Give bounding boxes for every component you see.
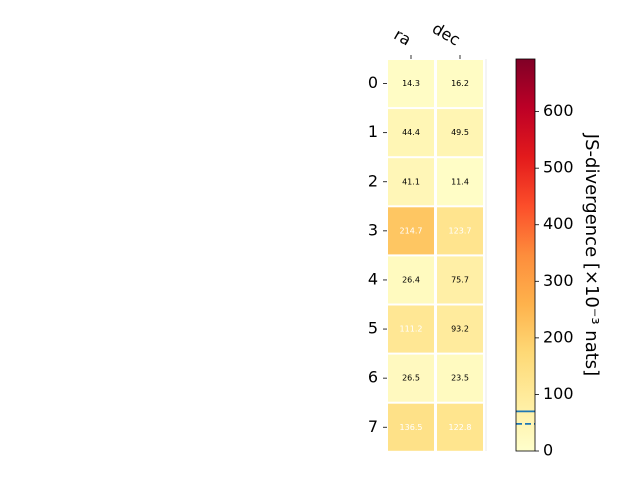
heatmap-cell: [388, 109, 434, 157]
colorbar-gradient: [516, 59, 535, 451]
cell-value-label: 123.7: [449, 226, 472, 235]
heatmap-cell: [437, 60, 483, 108]
cell-value-label: 122.8: [449, 423, 472, 432]
row-tick-label: 3: [368, 220, 378, 239]
colorbar-tick-label: 600: [543, 101, 574, 120]
heatmap-cell: [388, 256, 434, 304]
row-tick-label: 1: [368, 122, 378, 141]
heatmap-cell: [388, 207, 434, 255]
colorbar-tick-label: 500: [543, 158, 574, 177]
cell-value-label: 44.4: [402, 128, 420, 137]
heatmap-cell: [388, 403, 434, 451]
cell-value-label: 136.5: [400, 423, 423, 432]
column-tick-label: dec: [429, 19, 463, 50]
cell-value-label: 11.4: [451, 177, 469, 186]
heatmap-cells: 14.3 16.2 44.4 49.5 41.1 11.4 214.7 123.7 26.4 75…: [388, 59, 487, 451]
heatmap-cell: [437, 158, 483, 206]
cell-value-label: 49.5: [451, 128, 469, 137]
colorbar-reference-lines: [516, 410, 535, 425]
colorbar-ticks: 0 100 200 300 400 500 600: [535, 101, 574, 460]
cell-value-label: 111.2: [400, 325, 423, 334]
heatmap-cell: [437, 109, 483, 157]
colorbar-tick-label: 300: [543, 271, 574, 290]
row-tick-label: 7: [368, 417, 378, 436]
colorbar: 0 100 200 300 400 500 600 JS-divergence [×10⁻³…: [515, 58, 602, 460]
cell-value-label: 16.2: [451, 79, 469, 88]
column-tick-labels: ra dec: [391, 19, 464, 59]
cell-value-label: 26.5: [402, 374, 420, 383]
colorbar-label: JS-divergence [×10⁻³ nats]: [581, 133, 602, 376]
cell-value-label: 41.1: [402, 177, 420, 186]
heatmap-cell: [437, 256, 483, 304]
heatmap-cell: [437, 403, 483, 451]
cell-value-label: 93.2: [451, 325, 469, 334]
cell-value-label: 26.4: [402, 275, 420, 284]
colorbar-tick-label: 200: [543, 327, 574, 346]
column-tick-label: ra: [391, 25, 415, 50]
heatmap-cell: [388, 158, 434, 206]
colorbar-tick-label: 0: [543, 441, 553, 460]
heatmap-cell: [388, 354, 434, 402]
cell-value-label: 214.7: [400, 226, 423, 235]
row-tick-label: 6: [368, 368, 378, 387]
heatmap-cell: [437, 207, 483, 255]
row-tick-label: 5: [368, 319, 378, 338]
colorbar-tick-label: 400: [543, 214, 574, 233]
heatmap-cell: [437, 305, 483, 353]
heatmap-cell: [388, 60, 434, 108]
colorbar-tick-label: 100: [543, 384, 574, 403]
cell-value-label: 23.5: [451, 374, 469, 383]
cell-value-label: 75.7: [451, 275, 469, 284]
row-tick-label: 2: [368, 171, 378, 190]
heatmap-cell: [437, 354, 483, 402]
row-tick-label: 4: [368, 269, 378, 288]
heatmap-cell: [388, 305, 434, 353]
row-tick-label: 0: [368, 73, 378, 92]
row-tick-labels: 0 1 2 3 4 5 6 7: [368, 73, 387, 436]
colorbar-frame: [515, 58, 536, 452]
cell-value-label: 14.3: [402, 79, 420, 88]
